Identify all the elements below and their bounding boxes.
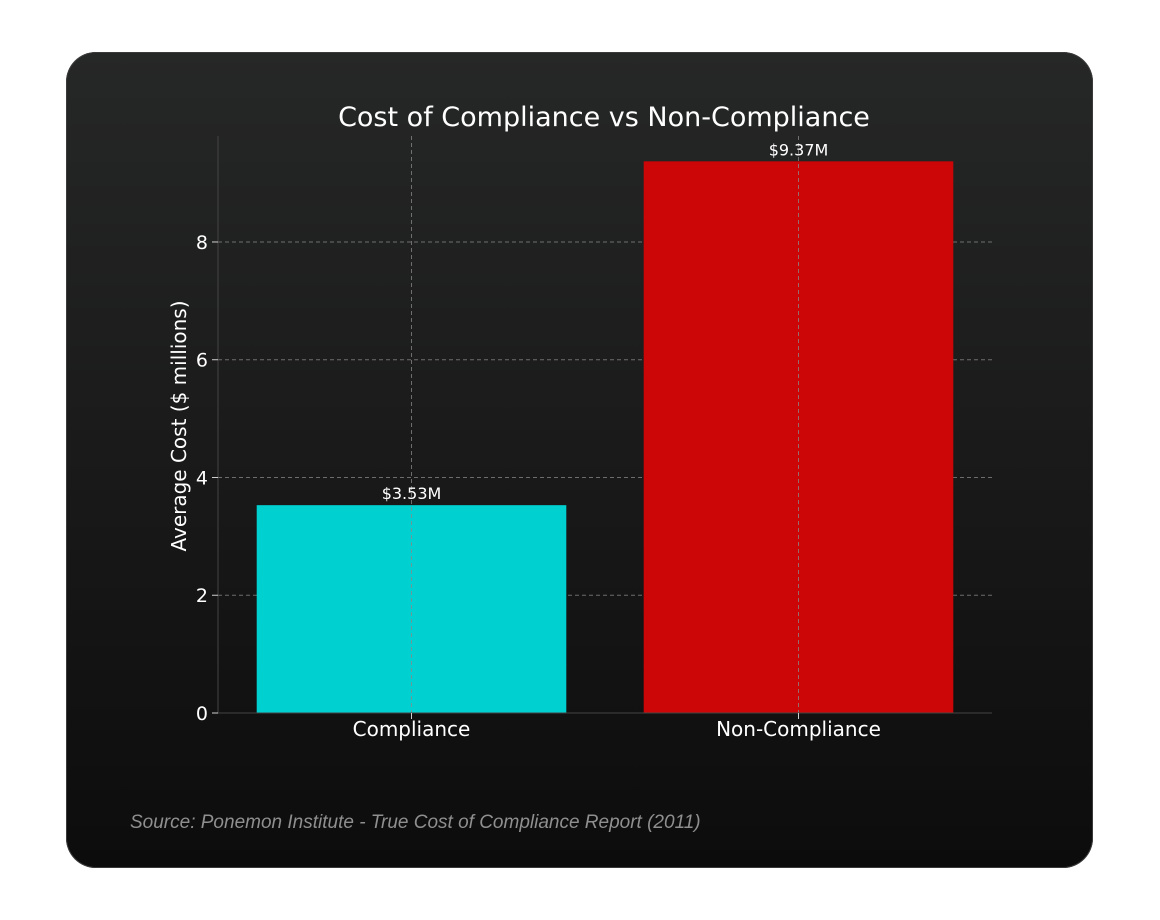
data-label: $3.53M — [382, 484, 442, 503]
source-note: Source: Ponemon Institute - True Cost of… — [130, 812, 701, 833]
bars — [256, 161, 954, 713]
y-tick-label: 0 — [196, 703, 208, 725]
y-axis-label: Average Cost ($ millions) — [167, 300, 191, 551]
x-tick-label: Non-Compliance — [716, 717, 881, 741]
y-tick-label: 2 — [196, 585, 208, 607]
x-ticks: Compliance Non-Compliance — [353, 713, 881, 741]
y-tick-label: 4 — [196, 467, 208, 489]
chart-title: Cost of Compliance vs Non-Compliance — [338, 102, 870, 133]
y-tick-label: 6 — [196, 350, 208, 372]
vertical-grid-lines — [411, 136, 799, 713]
data-labels: $3.53M $9.37M — [382, 140, 829, 503]
y-tick-label: 8 — [196, 232, 208, 254]
data-label: $9.37M — [769, 140, 829, 159]
y-ticks: 0 2 4 6 8 — [196, 232, 218, 725]
x-tick-label: Compliance — [353, 717, 471, 741]
